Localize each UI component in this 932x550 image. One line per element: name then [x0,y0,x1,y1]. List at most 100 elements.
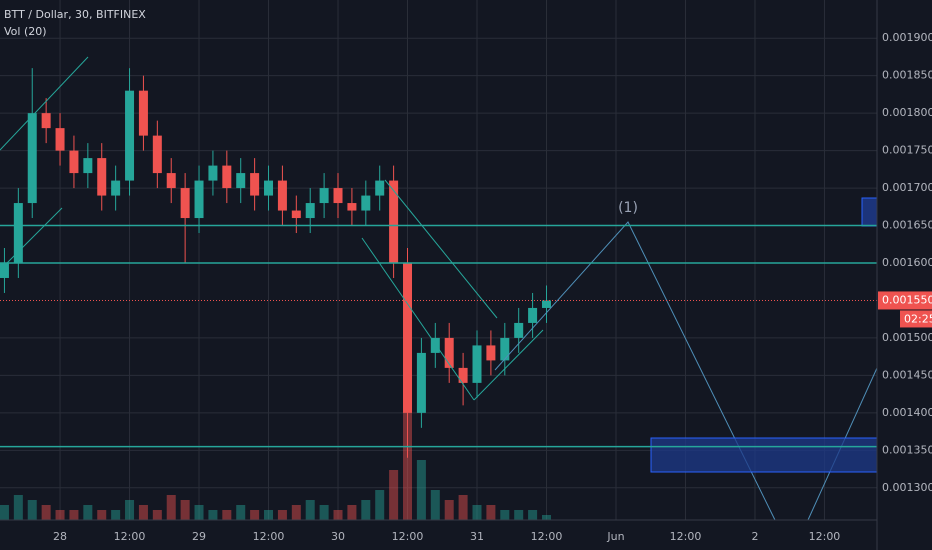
volume-bar [347,505,357,520]
candle-body [208,165,218,181]
level-lines [0,224,877,448]
volume-bar [41,505,51,520]
candle-body [125,90,135,181]
volume-bar [97,510,107,520]
x-tick-label: 12:00 [392,530,424,543]
candle-body [180,188,190,219]
axes: 0.00130000 0.00135000 0.00140000 0.00145000… [53,31,932,543]
volume-bar [125,500,135,520]
x-tick-label: 31 [470,530,484,543]
indicator-label: Vol (20) [4,25,47,38]
candle-body [514,322,524,338]
candle-body [430,337,440,353]
volume-bar [250,510,260,520]
volume-bar [180,500,190,520]
candle-body [277,180,287,211]
wave-label: (1) [618,200,638,216]
volume-bar [277,510,287,520]
x-tick-label: 12:00 [531,530,563,543]
volume-bar [27,500,37,520]
candle-body [375,180,385,196]
candle-body [138,90,148,136]
candle-body [472,345,482,383]
y-tick-label: 0.00135000 [882,443,932,456]
volume-bar [444,500,454,520]
candle-body [416,352,426,413]
drawings: (1) [0,56,878,521]
volume-bar [528,510,538,520]
last-price-label: 0.00155000 [882,293,932,306]
volume-bar [264,510,274,520]
volume-bar [486,505,496,520]
volume-bar [305,500,315,520]
volume-bar [69,510,79,520]
y-tick-label: 0.00165000 [882,219,932,232]
volume-bar [83,505,93,520]
candle-body [13,203,23,263]
volume-bar [194,505,204,520]
x-tick-label: 2 [751,530,758,543]
volume-bar [291,505,301,520]
volume-bar [0,505,9,520]
volume-bar [13,495,23,520]
volume-bar [333,510,343,520]
countdown-label: 02:25 [904,312,932,325]
volume-bar [500,510,510,520]
volume-bar [389,470,399,520]
volume-bar [430,490,440,520]
volume-bar [514,510,524,520]
volume-bar [375,490,385,520]
volume-bar [222,510,232,520]
chart-title: BTT / Dollar, 30, BITFINEX [4,8,146,21]
volume-bar [111,510,121,520]
candle-body [458,367,468,383]
candle-body [152,135,162,174]
y-tick-label: 0.00180000 [882,106,932,119]
candle-body [444,337,454,368]
volume-bar [152,510,162,520]
candle-body [69,150,79,174]
candle-body [361,195,371,211]
candle-body [347,203,357,211]
volume-bar [472,505,482,520]
candle-body [264,180,274,196]
x-tick-label: Jun [606,530,624,543]
volume-bar [138,505,148,520]
candle-layer [0,68,551,458]
candle-body [333,188,343,204]
candle-body [319,188,329,204]
trend-line [361,237,475,401]
y-tick-label: 0.00140000 [882,406,932,419]
candle-body [389,180,399,263]
candle-body [97,158,107,196]
volume-bar [361,500,371,520]
candle-body [222,165,232,189]
trend-line [473,329,544,401]
candle-body [305,203,315,219]
x-tick-label: 28 [53,530,67,543]
projection [494,221,776,521]
candle-body [541,300,551,308]
volume-bar [236,505,246,520]
volume-bar [166,495,176,520]
zone-box [650,437,878,473]
y-tick-label: 0.00175000 [882,144,932,157]
candle-body [27,113,37,204]
volume-bar [319,505,329,520]
candle-body [83,158,93,174]
candle-body [111,180,121,196]
x-tick-label: 12:00 [809,530,841,543]
trend-line [384,179,498,319]
candle-body [403,262,413,413]
zone-box [861,197,878,227]
x-tick-label: 12:00 [670,530,702,543]
x-tick-label: 30 [331,530,345,543]
candle-body [500,337,510,361]
last-price-box [878,291,932,310]
y-tick-label: 0.00190000 [882,31,932,44]
trend-line [0,207,63,271]
y-tick-label: 0.00145000 [882,368,932,381]
x-tick-label: 12:00 [114,530,146,543]
y-tick-label: 0.00150000 [882,331,932,344]
